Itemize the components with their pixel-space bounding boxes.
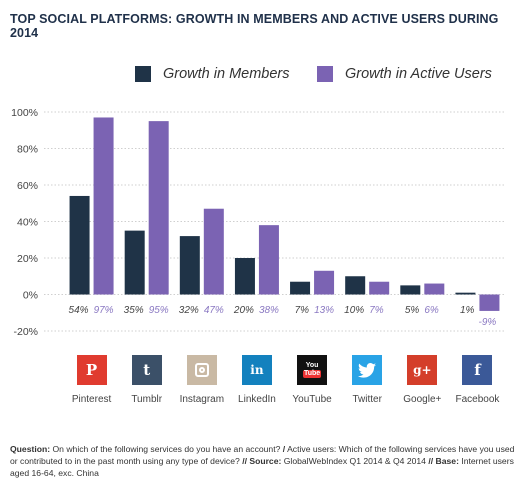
bar-members xyxy=(345,276,366,295)
bar-active xyxy=(93,117,114,295)
footnote-source-text: GlobalWebIndex Q1 2014 & Q4 2014 xyxy=(283,456,426,466)
legend-label-members: Growth in Members xyxy=(163,66,290,82)
platform-label: Facebook xyxy=(455,394,500,405)
value-label-active: 13% xyxy=(314,305,334,316)
bar-active xyxy=(148,121,169,295)
bar-active xyxy=(314,270,335,295)
platform-label: Twitter xyxy=(352,394,382,405)
twitter-icon xyxy=(352,355,383,385)
bar-chart: 100% 80% 60% 40% 20% 0% -20% 54% 97% 35% 95% 32% 47%… xyxy=(11,107,505,338)
youtube-icon: You Tube xyxy=(297,355,328,385)
footnote: Question: On which of the following serv… xyxy=(10,443,518,479)
footnote-active-text: Active users: Which of the following ser… xyxy=(10,444,515,466)
chart-title: TOP SOCIAL PLATFORMS: GROWTH IN MEMBERS … xyxy=(10,12,499,40)
value-label-members: 10% xyxy=(344,305,364,316)
value-label-members: 1% xyxy=(460,305,475,316)
y-tick-label: 0% xyxy=(23,290,38,302)
y-tick-label: 60% xyxy=(17,180,38,192)
platform-label: YouTube xyxy=(292,394,332,405)
value-label-active: 95% xyxy=(149,305,169,316)
legend-label-active: Growth in Active Users xyxy=(345,66,492,82)
footnote-base-text: Internet users aged 16-64, exc. China xyxy=(10,456,514,478)
y-tick-label: -20% xyxy=(13,326,38,338)
value-label-members: 32% xyxy=(179,305,199,316)
bar-active xyxy=(479,294,500,311)
value-label-active: 6% xyxy=(424,305,439,316)
tumblr-icon: t xyxy=(131,355,162,385)
value-label-members: 7% xyxy=(295,305,310,316)
platform-label: Instagram xyxy=(179,394,225,405)
footnote-question-label: Question: xyxy=(10,444,51,454)
footnote-question-text: On which of the following services do yo… xyxy=(52,444,281,454)
bar-active xyxy=(203,208,224,295)
platform-label: Pinterest xyxy=(71,394,112,405)
bar-members xyxy=(455,292,476,295)
y-tick-label: 80% xyxy=(17,144,38,156)
value-label-active: 47% xyxy=(204,305,224,316)
footnote-source-label: Source: xyxy=(249,456,282,466)
linkedin-icon: in xyxy=(241,355,272,385)
bar-active xyxy=(258,225,279,295)
value-label-members: 20% xyxy=(233,305,254,316)
platform-label: Google+ xyxy=(403,394,442,405)
pinterest-icon: P xyxy=(76,355,107,385)
legend-item-members: Growth in Members xyxy=(135,66,290,82)
bar-active xyxy=(424,283,445,295)
bar-members xyxy=(290,281,311,295)
y-tick-label: 40% xyxy=(17,217,38,229)
footnote-separator: / xyxy=(282,444,286,454)
value-label-members: 35% xyxy=(124,305,144,316)
facebook-icon: f xyxy=(462,355,493,385)
value-label-members: 5% xyxy=(405,305,420,316)
platform-label: LinkedIn xyxy=(238,394,276,405)
value-label-active: 97% xyxy=(94,305,114,316)
legend-swatch-members xyxy=(135,66,151,82)
instagram-icon xyxy=(186,355,217,385)
legend-swatch-active xyxy=(317,66,333,82)
value-label-active: 38% xyxy=(259,305,279,316)
bar-members xyxy=(69,195,90,295)
bar-members xyxy=(400,285,421,295)
footnote-separator: // xyxy=(242,456,247,466)
chart-legend: Growth in Members Growth in Active Users xyxy=(0,66,523,86)
footnote-separator: // xyxy=(428,456,434,466)
value-label-members: 54% xyxy=(69,305,89,316)
y-tick-label: 100% xyxy=(11,107,38,119)
bar-active xyxy=(369,281,390,295)
y-tick-label: 20% xyxy=(17,253,38,265)
bar-members xyxy=(179,236,200,295)
bar-members xyxy=(124,230,145,295)
legend-item-active: Growth in Active Users xyxy=(317,66,492,82)
value-label-active: 7% xyxy=(369,305,384,316)
google-plus-icon: g+ xyxy=(407,355,438,385)
bar-members xyxy=(234,258,255,295)
footnote-base-label: Base: xyxy=(435,456,459,466)
platform-label: Tumblr xyxy=(131,394,163,405)
value-label-active: -9% xyxy=(479,317,497,328)
